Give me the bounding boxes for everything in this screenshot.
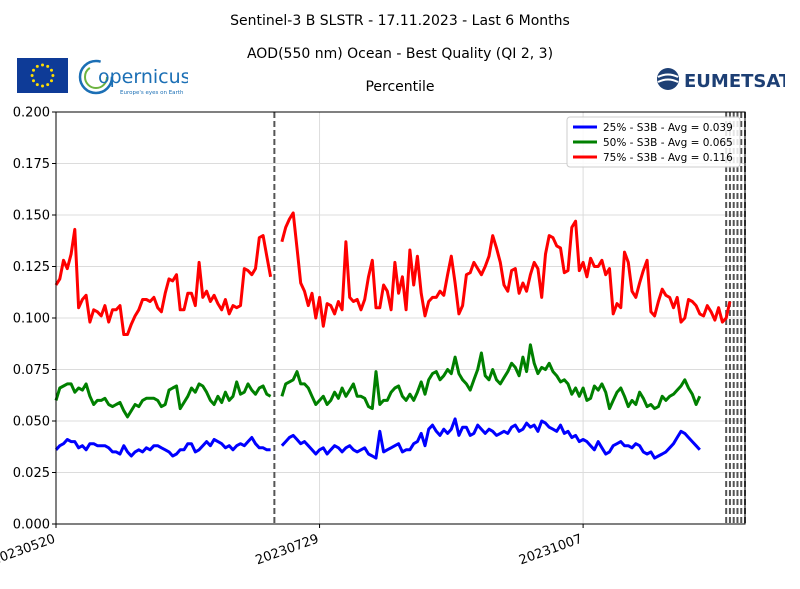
- eu-flag-logo: [17, 58, 68, 93]
- chart-grid: [55, 111, 745, 525]
- legend-entry: 25% - S3B - Avg = 0.039: [603, 122, 733, 134]
- chart-subtitle: AOD(550 nm) Ocean - Best Quality (QI 2, …: [246, 46, 554, 62]
- series-line-1: [54, 417, 701, 460]
- y-axis-ticks: 0.000 0.025 0.050 0.075 0.100 0.125 0.150 0.175…: [13, 106, 56, 533]
- series-line-2: [54, 343, 702, 419]
- y-tick-label: 0.200: [13, 106, 50, 121]
- series-line-3: [54, 211, 732, 336]
- legend-box: [566, 116, 741, 168]
- chart-legend: 25% - S3B - Avg = 0.039 50% - S3B - Avg =…: [566, 116, 741, 168]
- eumetsat-wordmark: EUMETSAT: [684, 71, 785, 92]
- copernicus-tagline: Europe's eyes on Earth: [120, 90, 184, 96]
- x-tick-label: 20231007: [517, 532, 584, 569]
- y-tick-label: 0.100: [13, 312, 50, 327]
- chart-subtitle-percentile: Percentile: [365, 79, 435, 95]
- copernicus-wordmark: opernicus: [98, 66, 188, 88]
- y-tick-label: 0.075: [13, 363, 50, 378]
- y-tick-label: 0.025: [13, 466, 50, 481]
- y-tick-label: 0.150: [13, 209, 50, 224]
- y-tick-label: 0.125: [13, 260, 50, 275]
- chart-series: [54, 211, 732, 460]
- eumetsat-logo: EUMETSAT: [655, 66, 792, 94]
- legend-entry: 50% - S3B - Avg = 0.065: [603, 137, 733, 149]
- x-axis-ticks: 20230520 20230729 20231007: [0, 524, 584, 568]
- copernicus-logo: opernicus Europe's eyes on Earth: [78, 56, 191, 98]
- y-tick-label: 0.175: [13, 157, 50, 172]
- x-tick-label: 20230729: [254, 532, 321, 569]
- legend-entry: 75% - S3B - Avg = 0.116: [603, 152, 733, 164]
- y-tick-label: 0.000: [13, 518, 50, 533]
- chart-title: Sentinel-3 B SLSTR - 17.11.2023 - Last 6…: [230, 13, 570, 29]
- y-tick-label: 0.050: [13, 415, 50, 430]
- x-tick-label: 20230520: [0, 532, 57, 569]
